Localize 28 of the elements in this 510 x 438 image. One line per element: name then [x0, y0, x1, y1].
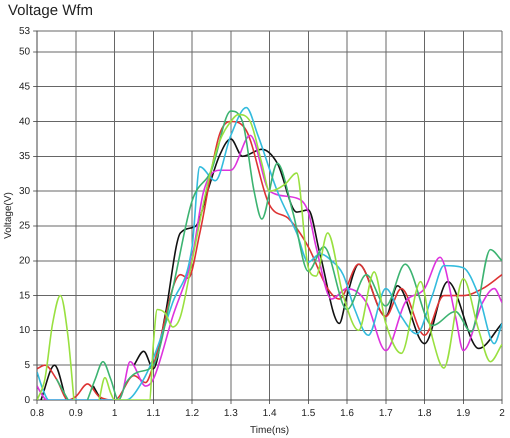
y-tick-label: 0 [24, 394, 31, 406]
x-tick-label: 1 [112, 408, 118, 419]
y-tick-label: 20 [19, 256, 31, 267]
y-tick-label: 40 [19, 116, 31, 128]
x-tick-label: 1.9 [456, 408, 471, 419]
y-tick-label: 53 [19, 26, 31, 37]
y-tick-label: 5 [24, 360, 31, 371]
y-tick-label: 25 [19, 220, 31, 232]
y-tick-label: 35 [19, 151, 31, 162]
x-tick-label: 0.9 [68, 408, 84, 419]
x-tick-label: 1.2 [185, 408, 200, 419]
y-axis-title: Voltage(V) [2, 192, 14, 239]
y-tick-label: 15 [19, 290, 31, 302]
chart-title: Voltage Wfm [8, 2, 94, 19]
x-tick-label: 0.8 [30, 408, 45, 419]
x-tick-label: 1.5 [301, 408, 316, 419]
x-axis-title: Time(ns) [250, 424, 290, 436]
x-tick-label: 1.8 [418, 408, 432, 419]
x-tick-label: 1.1 [146, 408, 161, 419]
x-tick-label: 1.6 [340, 408, 354, 419]
x-tick-label: 2 [499, 408, 506, 419]
y-tick-label: 45 [19, 81, 31, 92]
y-tick-label: 30 [19, 186, 31, 197]
x-tick-label: 1.4 [262, 408, 277, 419]
x-tick-label: 1.7 [378, 408, 394, 419]
y-tick-label: 50 [19, 46, 31, 58]
y-tick-label: 10 [19, 325, 31, 336]
x-tick-label: 1.3 [224, 408, 238, 419]
